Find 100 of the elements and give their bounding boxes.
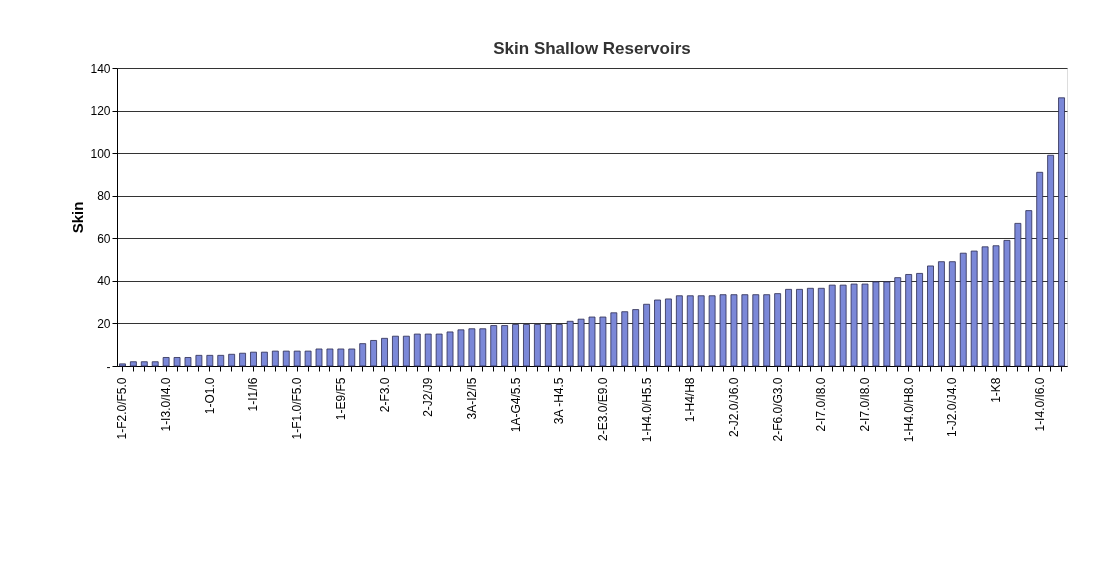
bar (195, 354, 203, 367)
x-tick-label: 1-I1/I6 (246, 377, 261, 412)
bar (501, 325, 509, 367)
bar (140, 361, 148, 367)
bar (697, 295, 705, 367)
bar (577, 318, 585, 367)
bar (763, 294, 771, 367)
bar (927, 265, 934, 367)
bar (424, 333, 432, 367)
bar (665, 298, 672, 367)
bar (1036, 171, 1044, 367)
bar (315, 348, 323, 367)
bar (817, 287, 825, 367)
x-tick-label: 1-H4.0/H5.5 (639, 377, 654, 443)
bar (457, 329, 465, 367)
bar (916, 273, 923, 367)
y-tick-label: 40 (97, 274, 111, 289)
chart-title: Skin Shallow Reservoirs (493, 39, 691, 58)
bar (719, 294, 727, 367)
y-tick-label: 20 (97, 316, 111, 331)
bar (435, 333, 443, 367)
bar (883, 281, 891, 367)
bar (621, 311, 629, 367)
bar (785, 288, 792, 367)
x-tick-label: 1-F1.0/F5.0 (290, 377, 305, 440)
bar (523, 324, 530, 367)
x-tick-label: 1-K8 (989, 377, 1004, 403)
bar (381, 337, 388, 367)
y-tick-label: 80 (97, 189, 111, 204)
x-tick-label: 1-F2.0/F5.0 (115, 377, 130, 440)
bar (938, 261, 945, 367)
bar (512, 324, 519, 367)
bar (992, 245, 1000, 367)
bar (217, 354, 225, 367)
bar (839, 284, 847, 367)
bar (206, 354, 214, 367)
bar (370, 340, 378, 367)
bar (796, 288, 803, 367)
y-axis-title: Skin (69, 201, 87, 234)
bar (304, 350, 312, 367)
bar (173, 357, 181, 367)
bar (228, 353, 236, 367)
x-tick-label: 2-J2.0/J6.0 (726, 377, 741, 437)
bar (588, 316, 596, 367)
bar (184, 357, 192, 367)
bar (1003, 240, 1011, 367)
bar (337, 348, 345, 367)
x-tick-label: 2-I7.0/I8.0 (857, 377, 872, 432)
x-tick-label: 1-O1.0 (202, 377, 217, 415)
bar (151, 361, 159, 367)
x-tick-label: 3A-I2/I5 (464, 377, 479, 420)
bar (555, 324, 563, 367)
bar (250, 351, 257, 367)
bar (293, 350, 301, 367)
bar (741, 294, 749, 367)
bar (948, 261, 956, 367)
x-tick-label: 1-I3.0/I4.0 (159, 377, 174, 432)
x-tick-label: 1-E9/F5 (333, 377, 348, 421)
bar (632, 309, 640, 367)
bar (828, 284, 836, 367)
bar (752, 294, 760, 367)
bar (686, 295, 694, 367)
x-tick-label: 2-I7.0/I8.0 (814, 377, 829, 432)
bar (446, 331, 454, 367)
y-tick-label: 100 (90, 146, 111, 161)
bar (282, 350, 290, 367)
bar (359, 343, 367, 367)
bar (119, 363, 126, 367)
y-tick-label: 140 (90, 61, 111, 76)
bar (490, 325, 498, 367)
bar (392, 335, 399, 367)
bar (129, 361, 137, 367)
bar (1047, 154, 1055, 367)
bar (479, 328, 487, 367)
x-tick-label: 2-F6.0/G3.0 (770, 377, 785, 442)
bar (413, 333, 421, 367)
x-tick-label: 1-I4.0/I6.0 (1032, 377, 1047, 432)
bar (1058, 97, 1065, 367)
bar (806, 287, 814, 367)
bar (402, 335, 410, 367)
y-tick-label: 60 (97, 231, 111, 246)
bar (675, 295, 683, 367)
bar (162, 357, 170, 367)
bar (894, 277, 902, 367)
bar (544, 324, 552, 367)
x-tick-label: 1A-G4/5.5 (508, 377, 523, 433)
x-tick-label: 2-J2/J9 (421, 377, 436, 417)
bar (468, 328, 476, 367)
x-tick-label: 2-E3.0/E9.0 (595, 377, 610, 441)
bar (348, 348, 356, 367)
bar (981, 246, 989, 367)
bar (774, 293, 782, 367)
x-tick-label: 1-J2.0/J4.0 (945, 377, 960, 437)
bar (730, 294, 738, 367)
x-tick-label: 3A -H4.5 (552, 377, 567, 425)
bar (905, 274, 913, 367)
bar (566, 320, 574, 367)
bar (599, 316, 607, 367)
bar (1025, 210, 1033, 367)
y-tick-label: - (106, 359, 111, 374)
